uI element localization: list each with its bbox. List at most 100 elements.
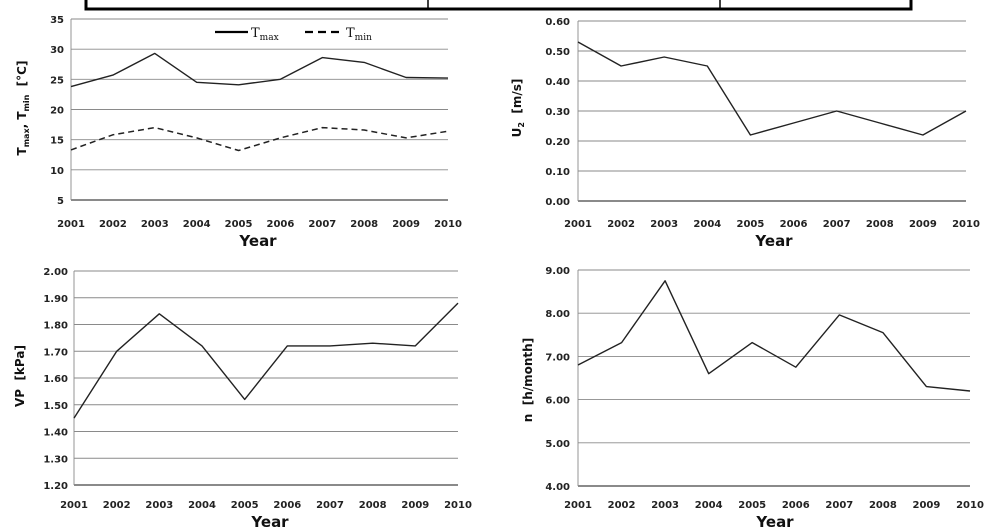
x-axis-title: Year bbox=[238, 232, 277, 250]
y-tick-labels: 4.00 5.00 6.00 7.00 8.00 9.00 bbox=[545, 266, 570, 493]
x-tick-label: 2002 bbox=[99, 219, 127, 230]
x-tick-label: 2010 bbox=[444, 500, 472, 511]
legend-tmin-label: Tmin bbox=[346, 26, 372, 43]
x-tick-label: 2002 bbox=[608, 500, 636, 511]
y-tick-label: 0.20 bbox=[545, 137, 570, 148]
y-tick-label: 9.00 bbox=[545, 266, 570, 277]
x-axis-title: Year bbox=[755, 513, 794, 529]
y-tick-label: 1.30 bbox=[43, 454, 68, 465]
y-tick-label: 6.00 bbox=[545, 396, 570, 407]
x-tick-label: 2003 bbox=[145, 500, 173, 511]
x-tick-label: 2003 bbox=[651, 500, 679, 511]
x-tick-label: 2001 bbox=[60, 500, 88, 511]
x-tick-label: 2002 bbox=[607, 219, 635, 230]
y-tick-label: 10 bbox=[50, 166, 64, 177]
x-tick-label: 2008 bbox=[359, 500, 387, 511]
y-tick-label: 7.00 bbox=[545, 352, 570, 363]
y-tick-label: 1.60 bbox=[43, 374, 68, 385]
y-tick-label: 5.00 bbox=[545, 439, 570, 450]
y-tick-label: 30 bbox=[50, 45, 64, 56]
gridlines bbox=[73, 270, 458, 486]
y-tick-label: 1.90 bbox=[43, 294, 68, 305]
x-tick-label: 2008 bbox=[866, 219, 894, 230]
y-tick-label: 0.10 bbox=[545, 167, 570, 178]
y-axis-title: Tmax, Tmin [°C] bbox=[15, 61, 31, 156]
series-line-tmin bbox=[70, 126, 449, 152]
y-tick-labels: 0.00 0.10 0.20 0.30 0.40 0.50 0.60 bbox=[545, 17, 570, 208]
y-tick-label: 1.50 bbox=[43, 401, 68, 412]
y-axis-title: n [h/month] bbox=[521, 338, 535, 422]
chart-wind-speed: 0.000.100.200.300.400.500.60 2001 2002 200… bbox=[510, 17, 980, 250]
x-tick-label: 2008 bbox=[350, 219, 378, 230]
series-lines bbox=[70, 52, 449, 152]
y-tick-label: 1.80 bbox=[43, 321, 68, 332]
y-tick-label: 0.50 bbox=[545, 47, 570, 58]
x-tick-label: 2003 bbox=[141, 219, 169, 230]
x-tick-label: 2004 bbox=[188, 500, 216, 511]
y-axis-title: VP [kPa] bbox=[13, 345, 27, 407]
y-tick-label: 0.60 bbox=[545, 17, 570, 28]
series-lines bbox=[577, 41, 967, 136]
x-axis-title: Year bbox=[250, 513, 289, 529]
x-tick-label: 2010 bbox=[956, 500, 984, 511]
x-tick-label: 2006 bbox=[273, 500, 301, 511]
y-tick-label: 15 bbox=[50, 136, 64, 147]
chart-sunshine-hours: 4.00 5.00 6.00 7.00 8.00 9.00 2001 2002 2003 200… bbox=[521, 266, 984, 529]
x-tick-label: 2001 bbox=[564, 500, 592, 511]
x-tick-label: 2006 bbox=[780, 219, 808, 230]
series-lines bbox=[577, 280, 971, 392]
x-tick-labels: 2001 2002 2003 2004 2005 2006 2007 2008 2009 2010 bbox=[60, 500, 472, 511]
y-tick-label: 20 bbox=[50, 106, 64, 117]
legend-tmax-label: Tmax bbox=[251, 26, 279, 43]
x-tick-label: 2001 bbox=[57, 219, 85, 230]
y-tick-label: 8.00 bbox=[545, 309, 570, 320]
x-tick-label: 2010 bbox=[952, 219, 980, 230]
x-tick-label: 2007 bbox=[316, 500, 344, 511]
y-tick-label: 0.30 bbox=[545, 107, 570, 118]
gridlines bbox=[70, 18, 448, 201]
chart-vapour-pressure: 1.20 1.30 1.40 1.50 1.60 1.70 1.80 1.90 2.00 200… bbox=[13, 267, 472, 529]
x-tick-label: 2006 bbox=[267, 219, 295, 230]
series-line-main bbox=[73, 302, 459, 419]
x-tick-label: 2005 bbox=[737, 219, 765, 230]
x-tick-label: 2009 bbox=[909, 219, 937, 230]
series-lines bbox=[73, 302, 459, 419]
series-line-tmax bbox=[70, 52, 449, 88]
x-tick-label: 2005 bbox=[738, 500, 766, 511]
series-line-main bbox=[577, 41, 967, 136]
y-tick-label: 35 bbox=[50, 15, 64, 26]
x-axis-title: Year bbox=[754, 232, 793, 250]
x-tick-labels: 2001 2002 2003 2004 2005 2006 2007 2008 2009 2010 bbox=[57, 219, 462, 230]
y-tick-labels: 1.20 1.30 1.40 1.50 1.60 1.70 1.80 1.90 2.00 bbox=[43, 267, 68, 492]
y-tick-labels: 5 10 15 20 25 30 35 bbox=[50, 15, 64, 207]
x-tick-label: 2001 bbox=[564, 219, 592, 230]
x-tick-label: 2007 bbox=[825, 500, 853, 511]
y-tick-label: 0.40 bbox=[545, 77, 570, 88]
x-tick-label: 2002 bbox=[103, 500, 131, 511]
y-tick-label: 2.00 bbox=[43, 267, 68, 278]
y-tick-label: 1.40 bbox=[43, 428, 68, 439]
x-tick-label: 2008 bbox=[869, 500, 897, 511]
x-tick-label: 2004 bbox=[695, 500, 723, 511]
y-tick-label: 5 bbox=[57, 196, 64, 207]
x-tick-label: 2005 bbox=[225, 219, 253, 230]
x-tick-label: 2010 bbox=[434, 219, 462, 230]
x-tick-label: 2003 bbox=[650, 219, 678, 230]
x-tick-label: 2009 bbox=[392, 219, 420, 230]
header-box bbox=[84, 0, 913, 11]
y-axis-title: U2 [m/s] bbox=[510, 79, 526, 138]
x-tick-label: 2007 bbox=[308, 219, 336, 230]
y-tick-label: 1.70 bbox=[43, 347, 68, 358]
x-tick-labels: 2001 2002 2003 2004 2005 2006 2007 2008 2009 2010 bbox=[564, 500, 984, 511]
x-tick-label: 2004 bbox=[183, 219, 211, 230]
gridlines bbox=[577, 269, 970, 487]
x-tick-label: 2007 bbox=[823, 219, 851, 230]
y-tick-label: 0.00 bbox=[545, 197, 570, 208]
x-tick-labels: 2001 2002 2003 2004 2005 2006 2007 2008 2009 2010 bbox=[564, 219, 980, 230]
series-line-main bbox=[577, 280, 971, 392]
x-tick-label: 2004 bbox=[693, 219, 721, 230]
gridlines bbox=[577, 20, 966, 202]
y-tick-label: 4.00 bbox=[545, 482, 570, 493]
